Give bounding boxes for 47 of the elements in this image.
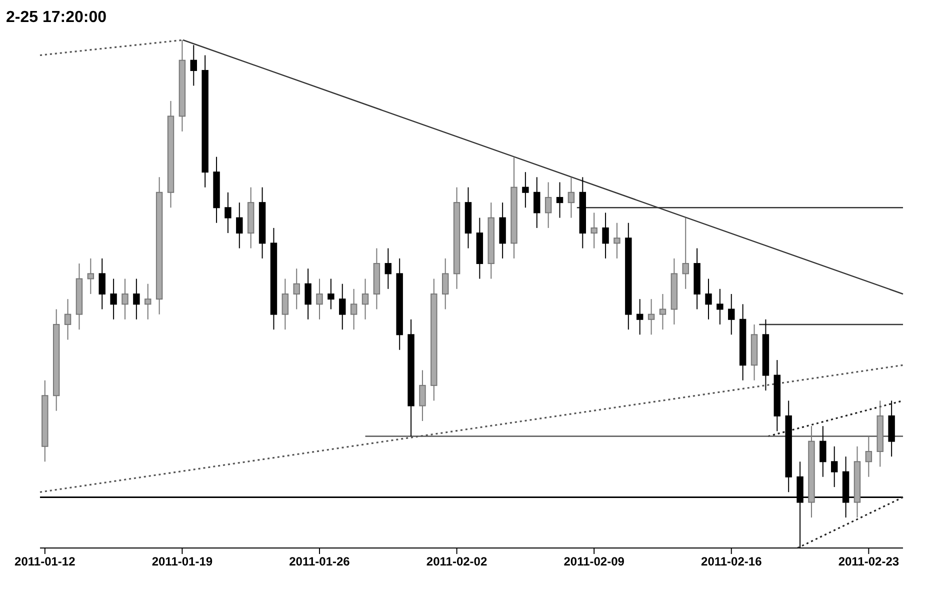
candlestick — [224, 192, 232, 234]
x-tick-label: 2011-02-02 — [426, 554, 488, 569]
candlestick — [556, 182, 564, 218]
candlestick — [282, 278, 289, 330]
candlestick — [122, 278, 128, 320]
candlestick — [522, 172, 529, 208]
candlestick — [602, 212, 609, 259]
candlestick — [87, 258, 94, 294]
candlestick — [133, 278, 140, 320]
candlestick — [659, 294, 666, 330]
candlestick — [350, 288, 358, 330]
candlestick — [534, 176, 540, 228]
x-tick-label: 2011-01-12 — [14, 554, 76, 569]
candlestick — [144, 283, 152, 320]
candlestick — [328, 278, 334, 310]
candlestick — [339, 283, 346, 330]
candlestick — [316, 278, 323, 320]
candlestick — [442, 258, 449, 310]
candlestick — [110, 278, 117, 320]
candlestick — [865, 436, 872, 478]
candlestick — [98, 258, 106, 310]
x-tick-label: 2011-02-16 — [701, 554, 762, 569]
x-tick-label: 2011-02-09 — [564, 554, 625, 569]
candlestick — [636, 298, 644, 336]
candlestick — [190, 44, 197, 86]
chart-title: 2-25 17:20:00 — [6, 9, 107, 26]
candlestick — [568, 176, 575, 218]
candlestick — [728, 294, 735, 336]
candlestick — [590, 212, 598, 249]
candlestick — [362, 278, 369, 320]
x-tick-label: 2011-01-19 — [152, 554, 213, 569]
candlestick — [705, 278, 712, 320]
candlestick — [304, 268, 312, 320]
x-tick-label: 2011-02-23 — [838, 554, 900, 569]
candlestick — [384, 248, 392, 290]
candlestick — [419, 370, 426, 422]
candlestick — [614, 222, 620, 259]
candlestick — [544, 182, 552, 228]
candlestick — [716, 288, 724, 325]
candlestick — [830, 446, 838, 488]
candlestick — [64, 298, 72, 340]
candlestick — [820, 426, 826, 478]
candlestick — [236, 202, 243, 249]
candlestick — [293, 268, 300, 310]
candlestick — [682, 217, 689, 290]
candlestick — [648, 298, 655, 336]
x-tick-label: 2011-01-26 — [289, 554, 350, 569]
